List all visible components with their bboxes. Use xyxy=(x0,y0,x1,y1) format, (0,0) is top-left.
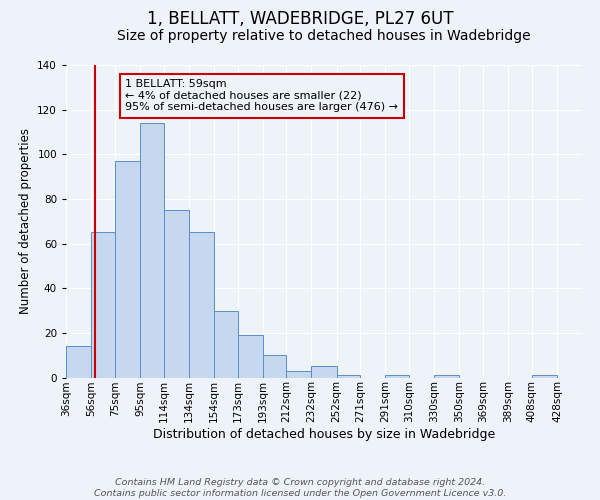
Bar xyxy=(140,123,164,378)
Bar xyxy=(337,376,361,378)
Y-axis label: Number of detached properties: Number of detached properties xyxy=(19,128,32,314)
Bar xyxy=(66,346,91,378)
Bar xyxy=(434,376,459,378)
Bar xyxy=(532,376,557,378)
Bar xyxy=(164,210,189,378)
Bar xyxy=(115,161,140,378)
Bar xyxy=(238,335,263,378)
Bar xyxy=(385,376,409,378)
Bar xyxy=(214,310,238,378)
Bar xyxy=(91,232,115,378)
Bar xyxy=(311,366,337,378)
Text: 1, BELLATT, WADEBRIDGE, PL27 6UT: 1, BELLATT, WADEBRIDGE, PL27 6UT xyxy=(147,10,453,28)
Bar xyxy=(263,355,286,378)
Bar xyxy=(189,232,214,378)
Bar xyxy=(286,371,311,378)
X-axis label: Distribution of detached houses by size in Wadebridge: Distribution of detached houses by size … xyxy=(153,428,495,441)
Title: Size of property relative to detached houses in Wadebridge: Size of property relative to detached ho… xyxy=(117,29,531,43)
Text: Contains HM Land Registry data © Crown copyright and database right 2024.
Contai: Contains HM Land Registry data © Crown c… xyxy=(94,478,506,498)
Text: 1 BELLATT: 59sqm
← 4% of detached houses are smaller (22)
95% of semi-detached h: 1 BELLATT: 59sqm ← 4% of detached houses… xyxy=(125,79,398,112)
